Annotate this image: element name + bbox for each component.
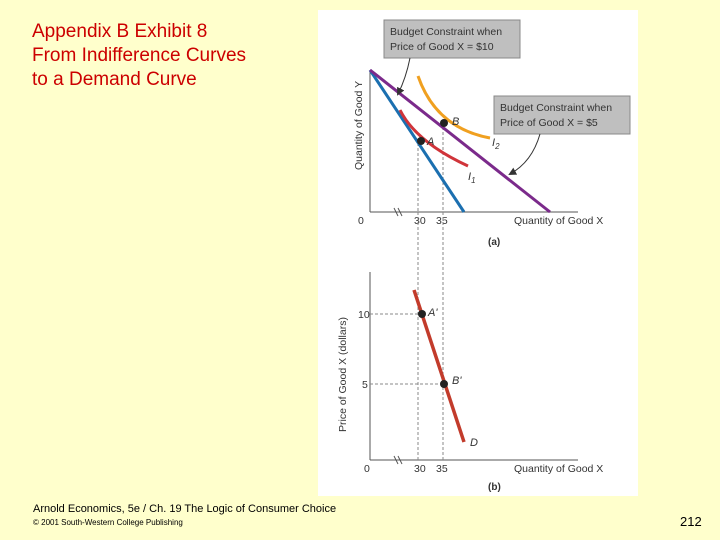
panel-b-y-tick-5: 5 xyxy=(362,379,368,391)
budget-line-5 xyxy=(369,68,551,214)
curve-i1-label: I1 xyxy=(468,171,476,185)
point-a-prime xyxy=(418,310,426,318)
curve-i2-label: I2 xyxy=(492,137,500,151)
callout-budget-5-arrow xyxy=(508,133,541,175)
point-b xyxy=(440,119,448,127)
panel-b-tag: (b) xyxy=(488,482,501,493)
callout-budget-10-arrow xyxy=(397,57,411,96)
panel-b-x-label: Quantity of Good X xyxy=(514,463,603,475)
point-b-prime-label: B' xyxy=(452,375,462,387)
indifference-curve-i2 xyxy=(416,75,491,140)
callout-budget-10: Budget Constraint when Price of Good X =… xyxy=(383,19,521,59)
slide-title: Appendix B Exhibit 8 From Indifference C… xyxy=(32,20,322,92)
panel-b-y-tick-10: 10 xyxy=(358,309,370,321)
exhibit-figure: A B I1 I2 Budget Constraint when Price o… xyxy=(318,10,638,496)
demand-label: D xyxy=(470,437,478,449)
indifference-curve-i1 xyxy=(398,109,469,168)
title-line-1: Appendix B Exhibit 8 xyxy=(32,21,208,42)
panel-a-tick-30: 30 xyxy=(414,215,426,227)
panel-a-y-label: Quantity of Good Y xyxy=(353,81,365,170)
panel-b-axis-break xyxy=(393,455,403,465)
exhibit-svg: A B I1 I2 Budget Constraint when Price o… xyxy=(337,19,631,493)
panel-a-x-label: Quantity of Good X xyxy=(514,215,603,227)
panel-b-tick-35: 35 xyxy=(436,463,448,475)
panel-a-axis-break xyxy=(393,207,403,217)
callout-budget-10-line-1: Budget Constraint when xyxy=(390,26,502,38)
title-line-3: to a Demand Curve xyxy=(32,69,197,90)
point-a-label: A xyxy=(426,136,434,148)
panel-a-tick-0: 0 xyxy=(358,215,364,227)
panel-b-y-label: Price of Good X (dollars) xyxy=(337,317,349,432)
callout-budget-10-line-2: Price of Good X = $10 xyxy=(390,41,494,53)
point-a-prime-label: A' xyxy=(427,307,438,319)
point-a xyxy=(417,137,425,145)
point-b-label: B xyxy=(452,116,459,128)
callout-budget-5-line-2: Price of Good X = $5 xyxy=(500,117,598,129)
callout-budget-5-line-1: Budget Constraint when xyxy=(500,102,612,114)
panel-a: A B I1 I2 Budget Constraint when Price o… xyxy=(353,19,631,248)
source-caption: Arnold Economics, 5e / Ch. 19 The Logic … xyxy=(33,503,337,515)
panel-b: A' B' D 10 5 0 30 35 Quantity of Good X … xyxy=(337,212,603,493)
point-b-prime xyxy=(440,380,448,388)
callout-budget-5: Budget Constraint when Price of Good X =… xyxy=(493,95,631,135)
panel-b-tick-0: 0 xyxy=(364,463,370,475)
panel-a-tick-35: 35 xyxy=(436,215,448,227)
title-line-2: From Indifference Curves xyxy=(32,45,247,66)
panel-a-tag: (a) xyxy=(488,237,500,248)
page-number: 212 xyxy=(680,514,702,529)
panel-b-tick-30: 30 xyxy=(414,463,426,475)
copyright-notice: © 2001 South-Western College Publishing xyxy=(33,518,183,527)
